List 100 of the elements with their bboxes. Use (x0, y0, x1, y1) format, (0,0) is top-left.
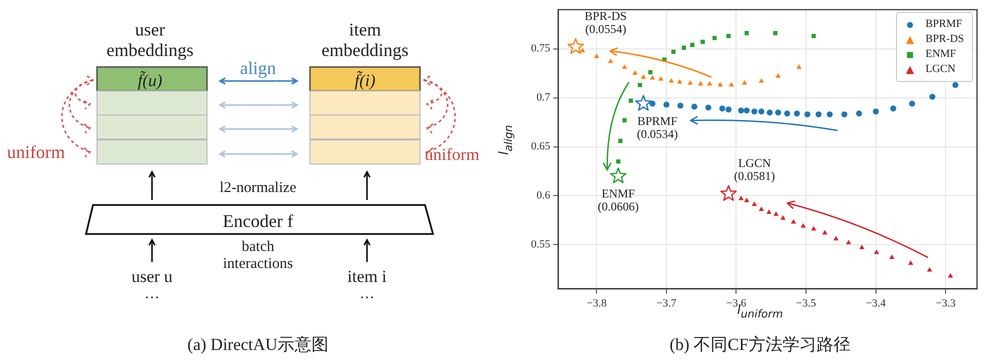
point (742, 80, 748, 85)
point (705, 104, 712, 111)
point (718, 82, 723, 87)
point (751, 108, 758, 114)
text: user u (131, 267, 174, 286)
point (720, 185, 737, 201)
point (833, 236, 839, 240)
point (677, 79, 682, 84)
text: uniform (7, 142, 65, 162)
point (707, 81, 712, 86)
point (677, 102, 684, 109)
point (622, 64, 628, 69)
point (698, 81, 704, 86)
text: l2-normalize (220, 180, 297, 196)
point (872, 108, 879, 114)
point (926, 267, 932, 272)
point (700, 40, 705, 44)
point (948, 273, 954, 278)
legend-label: LGCN (925, 62, 956, 77)
annotation: BPR-DS (0.0554) (584, 8, 627, 36)
annotation: ENMF (0.0606) (598, 186, 639, 214)
text: (a) DirectAU示意图 (186, 334, 330, 356)
point (688, 80, 693, 85)
point (890, 106, 896, 112)
point (859, 244, 864, 250)
point (632, 70, 638, 75)
x-tick-label: −3.8 (586, 297, 608, 310)
text: batch interactions (223, 238, 294, 272)
y-tick-label: 0.6 (536, 190, 551, 202)
point (889, 254, 894, 259)
point (775, 109, 782, 116)
point (822, 230, 828, 234)
text: … (360, 286, 374, 302)
point (909, 100, 916, 107)
point (744, 30, 749, 36)
text: (b) 不同CF方法学习路径 (668, 334, 852, 356)
point (728, 82, 734, 87)
point (618, 138, 622, 143)
x-tick-label: −3.4 (866, 297, 886, 310)
point (668, 78, 674, 83)
point (738, 196, 744, 200)
point (812, 34, 816, 38)
point (649, 100, 656, 107)
point (726, 106, 732, 113)
text: item i (347, 267, 387, 286)
y-tick-label: 0.7 (536, 92, 551, 104)
point (846, 240, 852, 244)
x-tick-label: −3.3 (936, 297, 956, 310)
point (616, 159, 620, 164)
point (650, 75, 656, 80)
y-tick-label: 0.65 (531, 140, 551, 153)
point (804, 111, 810, 118)
point (856, 110, 862, 116)
point (567, 38, 584, 54)
legend-label: BPRMF (925, 17, 962, 32)
legend-label: BPR-DS (925, 32, 964, 47)
point (682, 46, 686, 50)
point (766, 109, 773, 116)
point (752, 202, 757, 206)
x-tick-label: −3.5 (796, 297, 816, 310)
y-tick-label: 0.55 (531, 238, 551, 251)
text: f̃(u) (138, 70, 163, 90)
point (790, 219, 796, 224)
point (826, 111, 833, 118)
point (738, 108, 744, 114)
point (784, 110, 790, 116)
text: align (240, 58, 276, 78)
point (658, 76, 664, 81)
point (635, 94, 652, 111)
point (952, 82, 958, 88)
text: Encoder f (222, 211, 294, 231)
point (816, 111, 822, 118)
x-tick-label: −3.7 (656, 297, 677, 310)
point (608, 58, 614, 64)
legend-label: ENMF (925, 47, 956, 62)
point (811, 226, 816, 231)
point (929, 94, 936, 100)
point (594, 54, 600, 58)
text: … (144, 286, 160, 302)
point (773, 30, 778, 36)
point (744, 108, 750, 114)
y-tick-label: 0.75 (531, 42, 551, 55)
point (780, 215, 786, 220)
annotation: BPRMF (0.0534) (636, 114, 678, 141)
point (691, 104, 698, 110)
point (758, 78, 764, 83)
text: uniform (424, 145, 480, 164)
point (622, 118, 627, 122)
point (663, 102, 670, 108)
text: f̃(i) (354, 70, 376, 90)
point (773, 211, 779, 216)
point (719, 106, 726, 112)
point (841, 111, 848, 118)
point (796, 64, 802, 69)
point (648, 70, 652, 74)
point (908, 260, 914, 265)
annotation: LGCN (0.0581) (734, 156, 776, 183)
point (874, 250, 880, 254)
point (794, 110, 800, 116)
point (758, 206, 764, 211)
